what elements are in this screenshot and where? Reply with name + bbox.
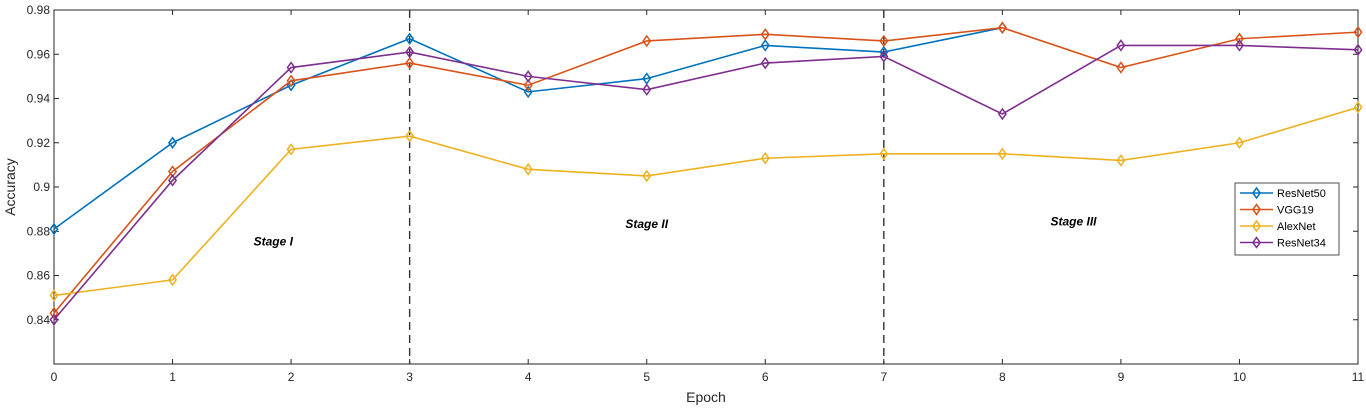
y-tick-label: 0.98 xyxy=(27,3,51,17)
data-point xyxy=(405,129,415,143)
data-point xyxy=(168,136,178,150)
data-point xyxy=(168,174,178,187)
series-line xyxy=(53,44,1359,321)
data-point xyxy=(523,78,533,92)
y-tick-label: 0.88 xyxy=(27,224,51,238)
y-tick-label: 0.86 xyxy=(27,269,51,283)
stage-annotation: Stage I xyxy=(254,235,294,249)
x-axis-label: Epoch xyxy=(686,389,726,405)
series-line xyxy=(53,106,1359,297)
x-tick-label: 1 xyxy=(169,370,176,384)
stage-annotations: Stage I Stage II Stage III xyxy=(254,215,1098,249)
series-lines xyxy=(49,21,1363,327)
x-tick-label: 7 xyxy=(880,370,887,384)
data-point xyxy=(1234,136,1244,150)
data-point xyxy=(1353,25,1363,39)
x-tick-label: 10 xyxy=(1233,370,1247,384)
data-point xyxy=(49,306,59,320)
data-point xyxy=(49,222,59,236)
data-point xyxy=(1353,43,1363,57)
x-tick-label: 5 xyxy=(643,370,650,384)
data-point xyxy=(879,34,889,48)
legend-label: ResNet50 xyxy=(1277,188,1326,200)
data-point xyxy=(1353,101,1363,114)
series-alexnet xyxy=(49,101,1363,302)
plot-area xyxy=(53,9,1359,365)
data-point xyxy=(286,143,296,156)
x-tick-label: 6 xyxy=(762,370,769,384)
stage-annotation: Stage II xyxy=(625,217,668,231)
y-tick-label: 0.94 xyxy=(27,92,51,106)
legend-marker xyxy=(1251,219,1262,233)
data-point xyxy=(760,28,770,41)
legend-marker xyxy=(1251,203,1262,216)
y-tick-label: 0.92 xyxy=(27,136,51,150)
data-point xyxy=(405,32,415,46)
data-point xyxy=(642,34,652,48)
data-point xyxy=(49,289,59,302)
data-point xyxy=(1116,39,1126,52)
data-point xyxy=(642,83,652,96)
data-point xyxy=(168,273,178,287)
data-point xyxy=(405,45,415,59)
series-line xyxy=(53,26,1359,314)
data-point xyxy=(997,147,1007,161)
x-tick-label: 2 xyxy=(288,370,295,384)
x-tick-label: 11 xyxy=(1352,370,1365,384)
data-point xyxy=(760,39,770,52)
legend-marker xyxy=(1251,186,1262,200)
data-point xyxy=(997,21,1007,34)
x-tick-label: 8 xyxy=(999,370,1006,384)
series-vgg19 xyxy=(49,21,1363,320)
data-point xyxy=(405,56,415,70)
data-point xyxy=(1116,154,1126,167)
data-point xyxy=(997,107,1007,121)
y-tick-label: 0.9 xyxy=(33,180,50,194)
data-point xyxy=(523,85,533,99)
y-tick-label: 0.96 xyxy=(27,47,51,61)
legend: ResNet50 VGG19 AlexNet ResNet34 xyxy=(1234,182,1340,256)
data-point xyxy=(523,163,533,176)
data-point xyxy=(760,56,770,70)
data-point xyxy=(49,313,59,327)
x-tick-label: 9 xyxy=(1118,370,1125,384)
y-axis-label: Accuracy xyxy=(2,158,18,216)
data-point xyxy=(642,169,652,183)
data-point xyxy=(523,70,533,83)
legend-label: VGG19 xyxy=(1277,205,1314,217)
data-point xyxy=(879,50,889,63)
x-tick-label: 0 xyxy=(51,370,58,384)
axis-ticks: 0 1 2 3 4 5 6 7 8 9 10 11 0.84 0.86 0.88 0.9 0.92 0.94 0.9… xyxy=(27,3,1365,384)
x-tick-label: 3 xyxy=(406,370,413,384)
data-point xyxy=(1234,39,1244,52)
data-point xyxy=(1234,32,1244,46)
data-point xyxy=(879,147,889,161)
data-point xyxy=(760,151,770,165)
data-point xyxy=(286,61,296,74)
legend-marker xyxy=(1251,236,1262,249)
series-resnet34 xyxy=(49,39,1363,327)
data-point xyxy=(286,74,296,88)
y-tick-label: 0.84 xyxy=(27,313,51,327)
stage-annotation: Stage III xyxy=(1050,215,1097,229)
series-line xyxy=(53,26,1003,230)
data-point xyxy=(1116,61,1126,74)
legend-label: ResNet34 xyxy=(1277,238,1326,250)
legend-label: AlexNet xyxy=(1277,221,1316,233)
x-tick-label: 4 xyxy=(525,370,532,384)
